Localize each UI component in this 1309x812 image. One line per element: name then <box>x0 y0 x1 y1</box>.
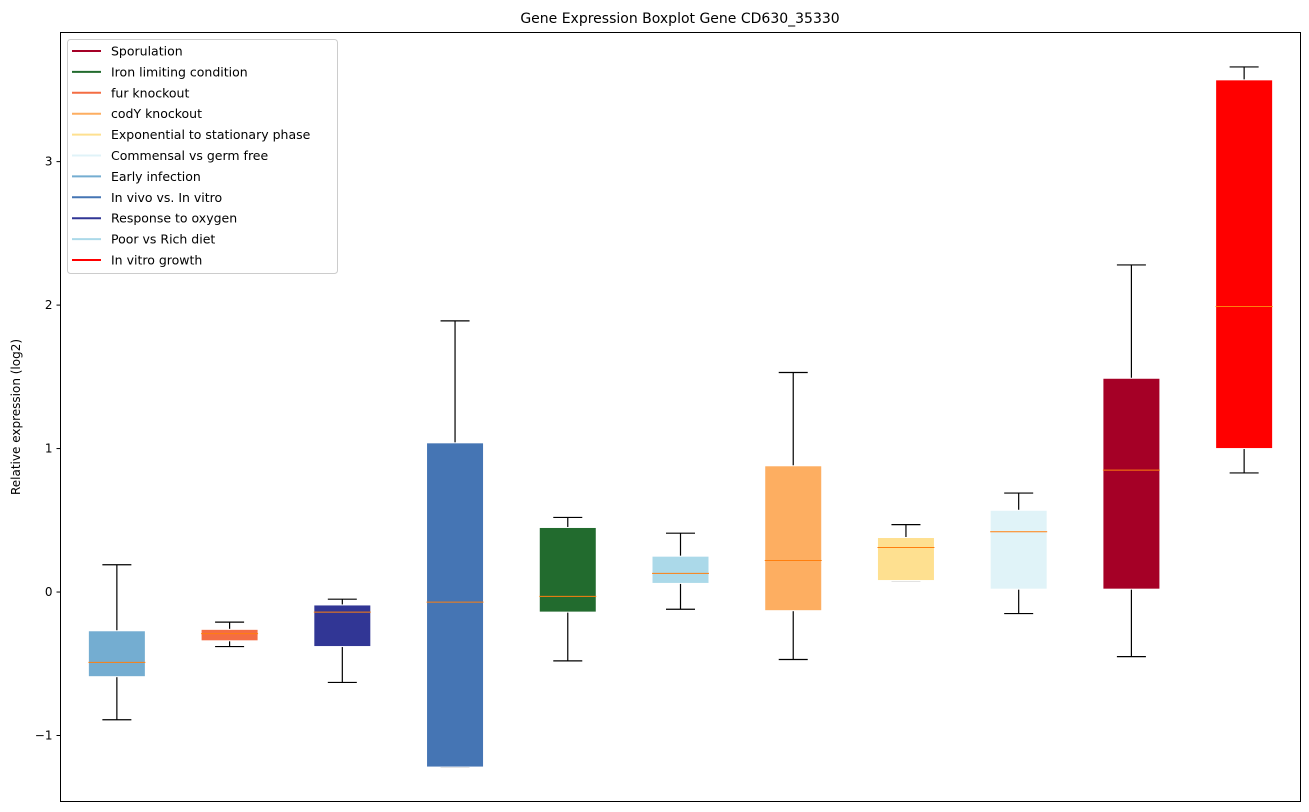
chart-title: Gene Expression Boxplot Gene CD630_35330 <box>520 11 839 27</box>
legend-label: fur knockout <box>111 85 189 100</box>
iqr-box <box>651 555 710 584</box>
iqr-box <box>313 604 372 648</box>
box-early-infection <box>87 564 146 721</box>
legend-item: Poor vs Rich diet <box>72 232 215 247</box>
iqr-box <box>538 526 597 613</box>
box-fur-knockout <box>200 621 259 648</box>
legend-item: fur knockout <box>72 85 189 100</box>
box-sporulation <box>1102 264 1161 658</box>
box-iron-limiting-condition <box>538 516 597 662</box>
iqr-box <box>764 465 823 612</box>
iqr-box <box>87 630 146 678</box>
iqr-box <box>1102 377 1161 590</box>
box-in-vivo-vs-in-vitro <box>426 320 485 768</box>
iqr-box <box>989 509 1048 590</box>
y-tick-label: 3 <box>45 155 53 169</box>
y-tick-label: −1 <box>35 729 53 743</box>
legend-label: Commensal vs germ free <box>111 148 268 163</box>
legend-item: In vitro growth <box>72 253 202 268</box>
legend-label: Exponential to stationary phase <box>111 127 311 142</box>
legend-item: codY knockout <box>72 106 202 121</box>
legend-item: Early infection <box>72 169 201 184</box>
y-axis: −1 0 1 2 3 <box>35 155 61 743</box>
plot-frame <box>60 32 1301 802</box>
boxes-layer <box>87 66 1274 768</box>
iqr-box <box>200 628 259 642</box>
legend-item: Exponential to stationary phase <box>72 127 311 142</box>
y-tick-label: 1 <box>45 442 53 456</box>
iqr-box <box>876 537 935 582</box>
box-response-to-oxygen <box>313 598 372 684</box>
legend-item: Response to oxygen <box>72 211 237 226</box>
box-poor-vs-rich-diet <box>651 532 710 610</box>
legend-label: codY knockout <box>111 106 202 121</box>
legend-item: Commensal vs germ free <box>72 148 268 163</box>
legend-label: Sporulation <box>111 44 183 59</box>
legend-label: In vivo vs. In vitro <box>111 190 222 205</box>
legend-label: Early infection <box>111 169 201 184</box>
iqr-box <box>426 442 485 768</box>
iqr-box <box>1215 79 1274 450</box>
legend-label: Response to oxygen <box>111 211 237 226</box>
legend-item: Sporulation <box>72 44 183 59</box>
box-cody-knockout <box>764 371 823 661</box>
y-tick-label: 0 <box>45 585 53 599</box>
legend-label: Poor vs Rich diet <box>111 232 215 247</box>
box-commensal-vs-germ-free <box>989 492 1048 615</box>
legend-item: Iron limiting condition <box>72 64 248 79</box>
box-in-vitro-growth <box>1215 66 1274 474</box>
legend-label: Iron limiting condition <box>111 64 248 79</box>
legend-frame <box>67 39 338 274</box>
legend-label: In vitro growth <box>111 253 202 268</box>
y-axis-label: Relative expression (log2) <box>9 339 23 495</box>
legend: Sporulation Iron limiting condition fur kn… <box>67 39 338 274</box>
legend-item: In vivo vs. In vitro <box>72 190 222 205</box>
box-exponential-to-stationary-phase <box>876 524 935 582</box>
y-tick-label: 2 <box>45 298 53 312</box>
